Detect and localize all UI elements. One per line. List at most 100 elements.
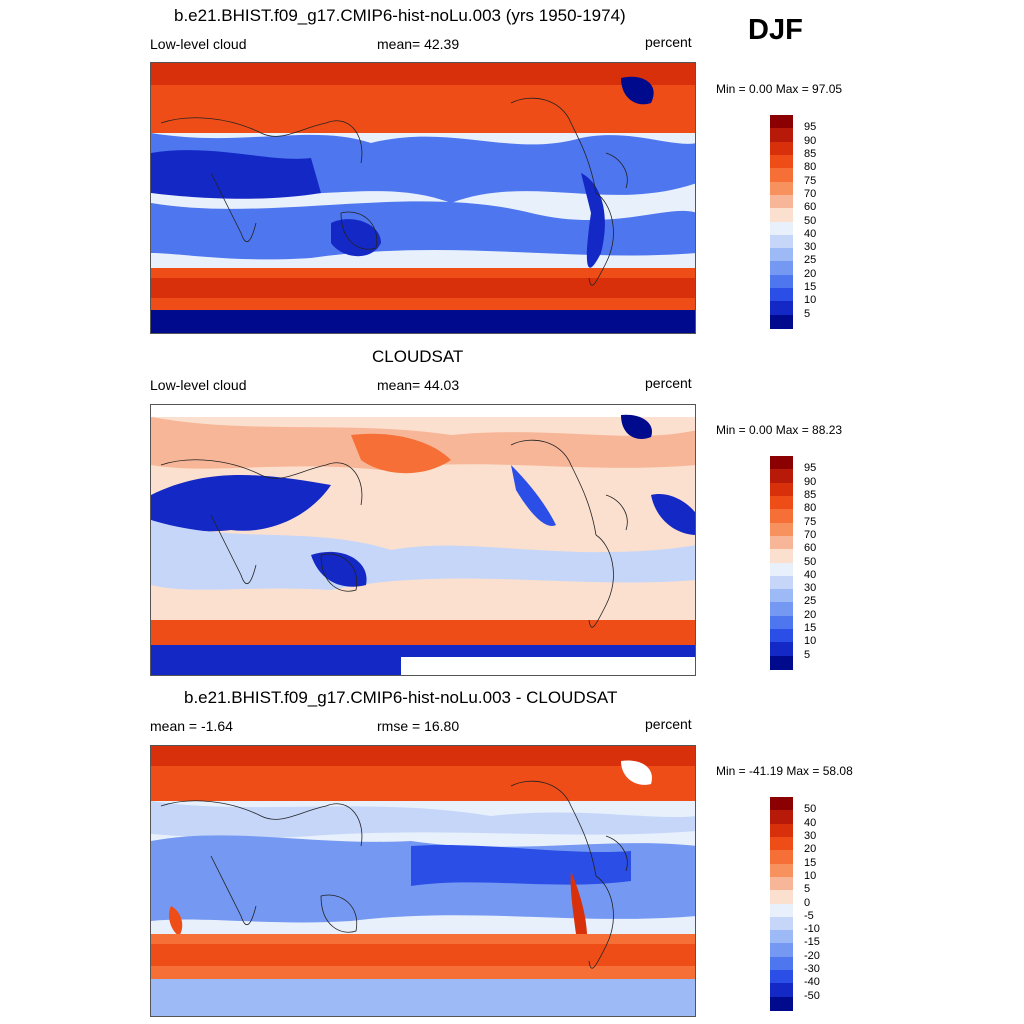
colorbar-tick-label: 95 [804, 462, 817, 475]
colorbar-tick-label: 70 [804, 528, 817, 541]
colorbar-tick-label: 85 [804, 147, 817, 160]
colorbar-tick-label: -50 [804, 989, 820, 1002]
colorbar-swatch [770, 642, 793, 657]
colorbar-swatch [770, 221, 793, 236]
colorbar-swatch [770, 168, 793, 183]
colorbar-tick-label: 20 [804, 608, 817, 621]
colorbar-swatch [770, 655, 793, 670]
colorbar-tick-label: 20 [804, 843, 817, 856]
colorbar-tick-label: 90 [804, 134, 817, 147]
colorbar [770, 797, 793, 1011]
colorbar-tick-label: 95 [804, 121, 817, 134]
colorbar-tick-label: -30 [804, 963, 820, 976]
colorbar-swatch [770, 128, 793, 143]
colorbar-tick-label: -40 [804, 976, 820, 989]
colorbar-swatch [770, 903, 793, 918]
colorbar-tick-label: 85 [804, 488, 817, 501]
colorbar-swatch [770, 194, 793, 209]
colorbar-tick-label: 40 [804, 227, 817, 240]
colorbar-tick-label: 70 [804, 187, 817, 200]
colorbar-tick-label: 15 [804, 856, 817, 869]
colorbar-tick-label: 75 [804, 515, 817, 528]
colorbar-swatch [770, 495, 793, 510]
units-label: percent [645, 716, 692, 732]
min-max-label: Min = 0.00 Max = 88.23 [716, 423, 843, 437]
panel-title: b.e21.BHIST.f09_g17.CMIP6-hist-noLu.003 … [184, 688, 618, 707]
colorbar-swatch [770, 522, 793, 537]
panel-title: CLOUDSAT [372, 347, 464, 366]
colorbar-tick-label: 60 [804, 542, 817, 555]
colorbar-swatch [770, 863, 793, 878]
colorbar-tick-label: 50 [804, 803, 817, 816]
colorbar-swatch [770, 575, 793, 590]
colorbar-swatch [770, 850, 793, 865]
mean-label: mean= 42.39 [377, 36, 460, 52]
colorbar-tick-label: 10 [804, 869, 817, 882]
colorbar-swatch [770, 970, 793, 984]
colorbar-tick-label: 80 [804, 161, 817, 174]
colorbar-tick-label: 5 [804, 648, 811, 661]
colorbar-tick-label: -20 [804, 949, 820, 962]
colorbar [770, 115, 793, 329]
colorbar-tick-label: 0 [804, 896, 811, 909]
colorbar-swatch [770, 615, 793, 630]
colorbar-swatch [770, 248, 793, 262]
colorbar-swatch [770, 602, 793, 617]
colorbar-tick-label: 50 [804, 555, 817, 568]
map-difference [150, 745, 696, 1017]
map-model [150, 62, 696, 334]
colorbar-tick-label: 25 [804, 595, 817, 608]
colorbar-swatch [770, 996, 793, 1011]
colorbar-tick-label: 40 [804, 816, 817, 829]
colorbar-swatch [770, 589, 793, 603]
colorbar-tick-label: 5 [804, 307, 811, 320]
colorbar-swatch [770, 890, 793, 904]
min-max-label: Min = -41.19 Max = 58.08 [716, 764, 853, 778]
colorbar-swatch [770, 141, 793, 156]
colorbar-swatch [770, 288, 793, 302]
colorbar-swatch [770, 983, 793, 998]
colorbar-swatch [770, 930, 793, 944]
colorbar-swatch [770, 562, 793, 577]
colorbar-swatch [770, 181, 793, 196]
colorbar-swatch [770, 154, 793, 169]
colorbar-swatch [770, 314, 793, 329]
colorbar-swatch [770, 456, 793, 470]
colorbar-swatch [770, 535, 793, 550]
colorbar-swatch [770, 115, 793, 129]
colorbar-tick-label: 90 [804, 475, 817, 488]
min-max-label: Min = 0.00 Max = 97.05 [716, 82, 843, 96]
colorbar-swatch [770, 482, 793, 497]
units-label: percent [645, 375, 692, 391]
colorbar-swatch [770, 261, 793, 276]
colorbar-swatch [770, 274, 793, 289]
panel-title: b.e21.BHIST.f09_g17.CMIP6-hist-noLu.003 … [174, 6, 626, 25]
colorbar-tick-label: 5 [804, 883, 811, 896]
colorbar-tick-label: -5 [804, 909, 814, 922]
colorbar-swatch [770, 810, 793, 825]
colorbar-swatch [770, 876, 793, 891]
colorbar-swatch [770, 956, 793, 971]
colorbar-swatch [770, 916, 793, 931]
mean-label: mean= 44.03 [377, 377, 460, 393]
left-label: Low-level cloud [150, 377, 247, 393]
colorbar-swatch [770, 797, 793, 811]
colorbar [770, 456, 793, 670]
colorbar-swatch [770, 629, 793, 643]
colorbar-swatch [770, 943, 793, 958]
left-label: Low-level cloud [150, 36, 247, 52]
colorbar-tick-label: -10 [804, 923, 820, 936]
colorbar-tick-label: -15 [804, 936, 820, 949]
colorbar-tick-label: 20 [804, 267, 817, 280]
colorbar-swatch [770, 301, 793, 316]
colorbar-swatch [770, 549, 793, 563]
colorbar-tick-label: 10 [804, 294, 817, 307]
colorbar-tick-label: 60 [804, 201, 817, 214]
colorbar-tick-label: 30 [804, 241, 817, 254]
colorbar-tick-label: 50 [804, 214, 817, 227]
colorbar-tick-label: 15 [804, 622, 817, 635]
colorbar-tick-label: 10 [804, 635, 817, 648]
colorbar-swatch [770, 208, 793, 222]
left-label: mean = -1.64 [150, 718, 233, 734]
colorbar-tick-label: 15 [804, 281, 817, 294]
